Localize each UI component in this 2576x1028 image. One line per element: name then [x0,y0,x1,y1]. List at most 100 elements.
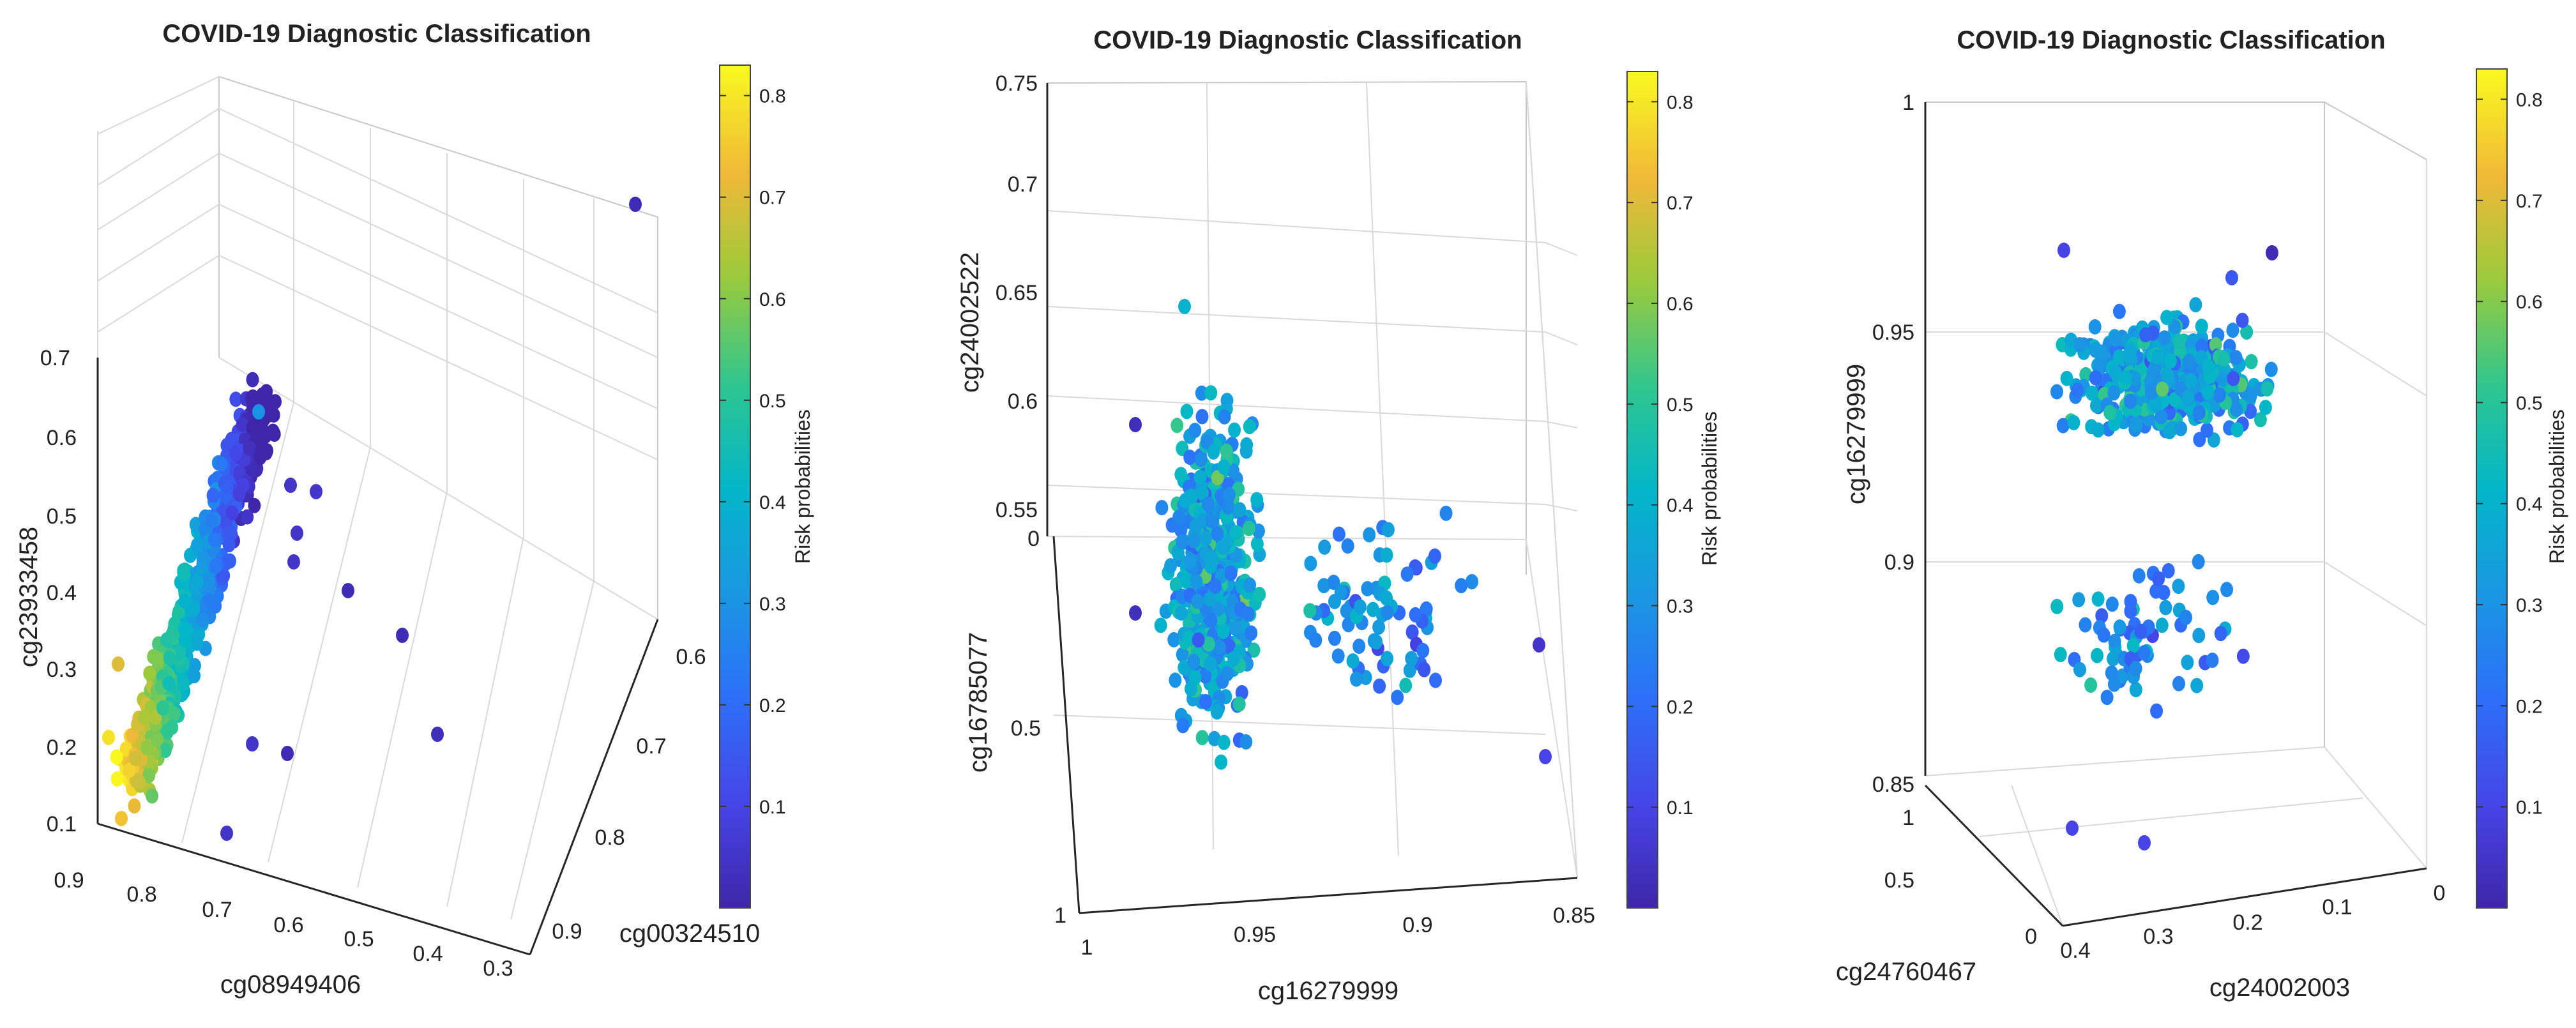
panel-3-ztick-labels: 1 0.95 0.9 0.85 [1872,91,1914,797]
data-point [1213,639,1226,655]
data-point [217,568,231,584]
data-point [177,565,190,581]
tick-label: 0.5 [1011,716,1041,741]
data-point [2107,385,2121,401]
data-point [2089,370,2102,386]
data-point [1403,662,1416,678]
data-point [2109,331,2122,347]
panel-1-points [102,197,642,841]
data-point [2192,405,2206,421]
tick-label: 0.9 [54,868,84,893]
data-point [2112,303,2126,319]
data-point [1220,443,1233,459]
colorbar-tick-label: 0.2 [1667,697,1693,718]
data-point [236,416,249,432]
data-point [2090,398,2103,414]
tick-label: 0.9 [1402,913,1432,937]
tick-label: 0.8 [595,826,625,850]
data-point [140,740,153,756]
data-point [1340,603,1353,619]
data-point [1204,385,1218,401]
data-point [342,583,354,598]
data-point [260,384,273,400]
data-point [220,826,233,841]
data-point [243,440,256,456]
data-point [1183,450,1197,465]
colorbar-tick-label: 0.2 [2516,696,2543,717]
tick-label: 0.9 [552,919,582,944]
colorbar-tick-label: 0.8 [2516,89,2543,110]
tick-label: 0.6 [1008,389,1038,414]
data-point [1196,485,1209,501]
data-point [2086,385,2098,401]
data-point [2245,354,2258,370]
data-point [1129,605,1142,621]
data-point [1195,451,1208,467]
data-point [1245,625,1258,641]
data-point [1455,578,1468,594]
data-point [2112,349,2126,365]
data-point [1167,631,1181,647]
data-point [2195,319,2208,335]
data-point [191,537,204,553]
colorbar-tick-label: 0.6 [759,289,786,310]
data-point [2206,589,2220,605]
tick-label: 0.3 [2143,925,2173,949]
data-point [220,437,234,453]
data-point [1191,593,1204,609]
panel-2-points [1129,299,1552,770]
data-point [143,665,156,681]
data-point [2168,319,2181,335]
data-point [2202,359,2215,375]
panel-2-ztick-labels: 0.75 0.7 0.65 0.6 0.55 [996,72,1038,522]
tick-label: 0.95 [1872,321,1914,345]
panel-2: COVID-19 Diagnostic Classification 0.75 … [956,26,1721,1005]
data-point [2150,703,2163,719]
data-point [2095,608,2109,624]
panel-3-ytick-labels: 1 0.5 0 [1884,806,2037,949]
data-point [156,700,169,716]
data-point [1240,437,1254,453]
data-point [2129,661,2142,676]
data-point [1210,704,1224,720]
data-point [2157,585,2171,600]
data-point [2261,381,2274,397]
data-point [205,513,218,529]
panel-3-title: COVID-19 Diagnostic Classification [1957,26,2385,54]
data-point [2123,344,2136,360]
data-point [1172,510,1186,525]
data-point [252,404,265,420]
data-point [1370,634,1383,650]
data-point [1204,656,1217,672]
data-point [2225,270,2238,285]
data-point [1180,404,1193,420]
data-point [1352,639,1366,654]
data-point [284,478,297,493]
data-point [1199,530,1213,546]
data-point [1178,299,1191,314]
data-point [1466,574,1478,589]
tick-label: 0.1 [47,812,77,836]
data-point [2155,617,2169,633]
data-point [2073,337,2086,352]
data-point [2174,421,2188,437]
data-point [1221,666,1234,682]
data-point [1207,444,1220,460]
data-point [2161,367,2174,382]
tick-label: 0.95 [1234,923,1276,947]
data-point [1184,554,1197,570]
data-point [248,497,261,513]
data-point [191,574,204,590]
data-point [1380,547,1393,563]
data-point [1309,632,1322,648]
data-point [1187,533,1201,548]
data-point [1222,499,1235,515]
data-point [246,372,259,388]
data-point [2156,381,2169,397]
data-point [1205,513,1218,529]
data-point [1233,502,1246,518]
data-point [102,730,115,745]
tick-label: 0.2 [2232,911,2262,935]
data-point [2217,351,2231,367]
data-point [2264,361,2278,377]
